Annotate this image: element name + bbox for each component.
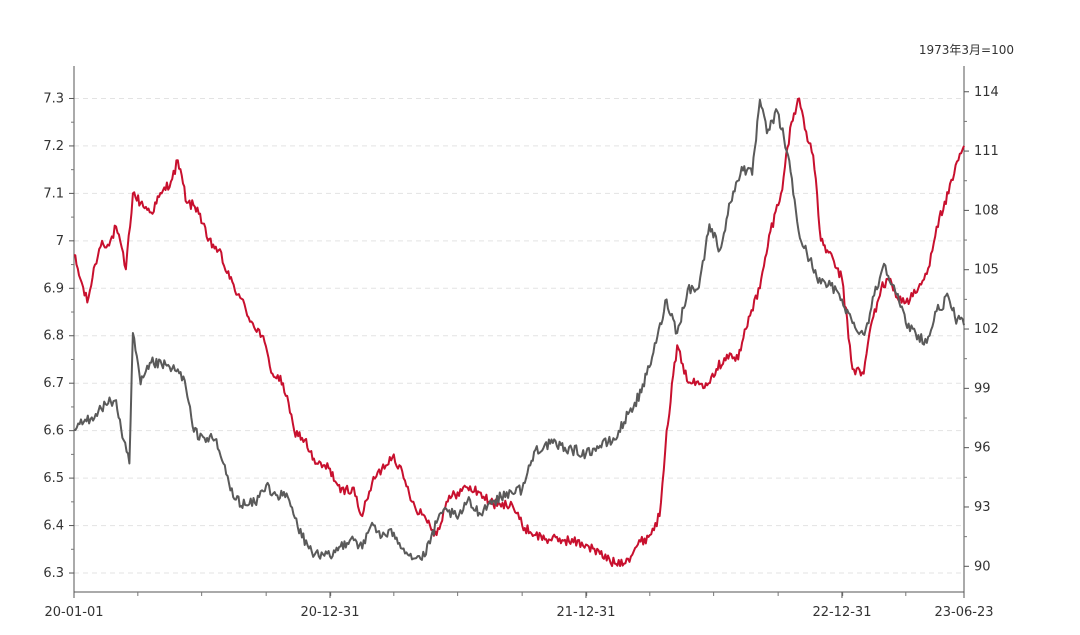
y-tick-label: 7.1 (43, 186, 64, 201)
y-tick-label: 6.3 (43, 566, 64, 581)
y2-tick-label: 90 (974, 559, 991, 574)
y2-tick-label: 93 (974, 500, 991, 515)
y-tick-label: 7.3 (43, 91, 64, 106)
y2-tick-label: 108 (974, 203, 999, 218)
series-line-right-axis (73, 98, 965, 561)
series-line-left-axis (73, 97, 965, 567)
x-tick-label: 21-12-31 (556, 605, 615, 620)
y-tick-label: 7 (56, 234, 64, 249)
x-tick-label: 20-12-31 (300, 605, 359, 620)
x-tick-label: 22-12-31 (812, 605, 871, 620)
y-tick-label: 6.9 (43, 281, 64, 296)
y-tick-label: 6.8 (43, 329, 64, 344)
y-tick-label: 6.4 (43, 519, 64, 534)
x-tick-label: 20-01-01 (44, 605, 103, 620)
y2-tick-label: 105 (974, 263, 999, 278)
x-tick-label: 23-06-23 (934, 605, 993, 620)
y-tick-label: 7.2 (43, 139, 64, 154)
axes: 6.3 6.4 6.5 6.6 6.7 6.8 6.9 7 7.1 7.2 7.3 90 93 96 99 1… (43, 66, 999, 620)
gridlines (74, 97, 964, 574)
series-lines (73, 97, 965, 567)
y2-tick-label: 99 (974, 381, 991, 396)
y2-tick-label: 111 (974, 144, 999, 159)
y-tick-label: 6.5 (43, 471, 64, 486)
y2-tick-label: 114 (974, 85, 999, 100)
y2-tick-label: 96 (974, 441, 991, 456)
right-axis-unit-label: 1973年3月=100 (919, 43, 1014, 57)
y2-tick-label: 102 (974, 322, 999, 337)
y-tick-label: 6.6 (43, 424, 64, 439)
y-tick-label: 6.7 (43, 376, 64, 391)
